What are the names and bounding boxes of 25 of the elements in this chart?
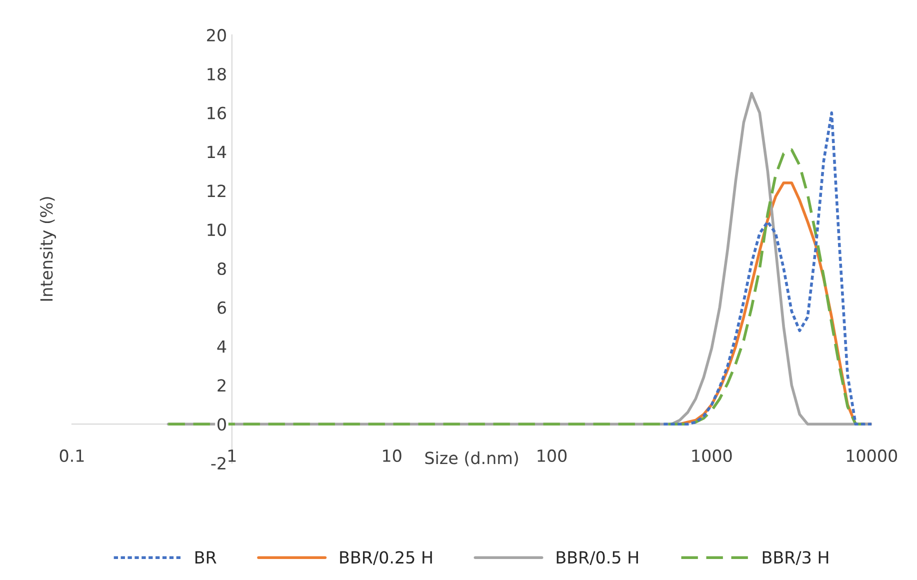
y-axis-title: Intensity (%) — [40, 197, 56, 301]
x-tick-label: 1 — [228, 450, 236, 462]
y-tick-label: 6 — [218, 301, 226, 314]
y-tick-label: -2 — [211, 456, 226, 470]
y-tick-label: 14 — [208, 146, 226, 158]
x-tick-label: 100 — [538, 449, 567, 462]
line-series — [662, 111, 872, 426]
legend-label: BBR/3 H — [762, 551, 828, 565]
y-tick-label: 10 — [208, 224, 226, 236]
y-tick-label: 0 — [218, 418, 226, 431]
x-tick-label: 1000 — [692, 449, 732, 462]
y-tick-label: 18 — [208, 68, 226, 80]
y-tick-label: 12 — [208, 184, 226, 197]
x-tick-label: 0.1 — [60, 449, 84, 462]
y-tick-label: 2 — [218, 379, 226, 392]
y-tick-label: 16 — [208, 106, 226, 120]
x-axis-title: Size (d.nm) — [425, 451, 518, 466]
x-tick-label: 10000 — [846, 449, 898, 462]
y-tick-label: 8 — [218, 262, 226, 276]
y-tick-label: 20 — [207, 28, 226, 42]
legend-label: BR — [195, 551, 216, 564]
legend-label: BBR/0.5 H — [556, 551, 638, 565]
legend-label: BBR/0.25 H — [340, 551, 432, 565]
x-tick-label: 10 — [383, 449, 402, 462]
y-tick-label: 4 — [217, 340, 226, 353]
